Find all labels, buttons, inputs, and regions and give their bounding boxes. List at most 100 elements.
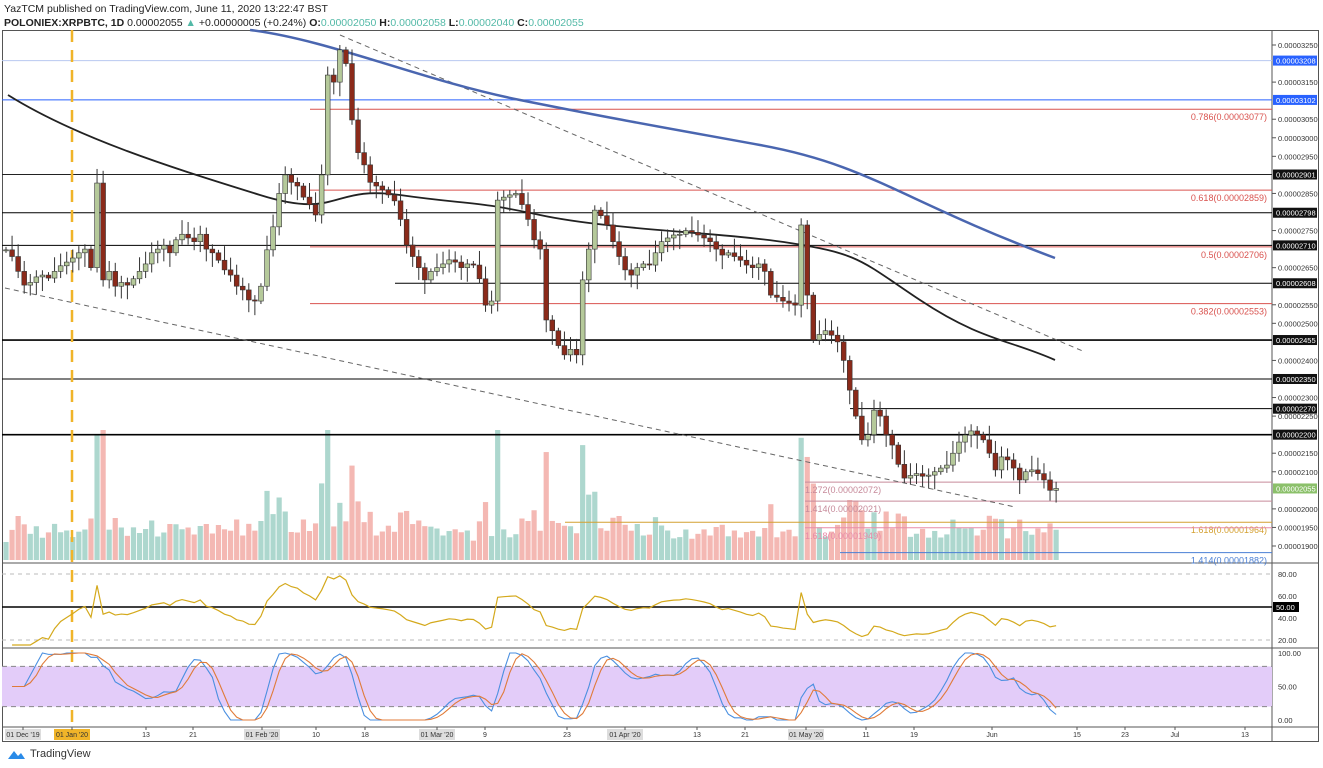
time-label-badge xyxy=(419,729,455,740)
fib-label: 1.618(0.00001964) xyxy=(1191,525,1267,535)
candle-down xyxy=(458,261,464,268)
chart-frame xyxy=(2,30,1319,742)
price-level-label: 0.00002270 xyxy=(1276,405,1316,414)
volume-bar xyxy=(1047,523,1053,560)
volume-bar xyxy=(646,534,653,560)
volume-bar xyxy=(871,512,877,560)
candle-up xyxy=(446,259,452,265)
volume-bar xyxy=(39,537,46,560)
fib-label: 1.414(0.00002021) xyxy=(805,504,881,514)
high-label: H: xyxy=(379,17,391,29)
candle-down xyxy=(762,263,768,272)
candle-up xyxy=(950,452,956,466)
rsi-tick-label: 80.00 xyxy=(1278,570,1297,579)
volume-bar xyxy=(1023,531,1029,560)
volume-bar xyxy=(919,528,926,560)
candle-down xyxy=(1035,469,1041,474)
volume-bar xyxy=(944,534,950,560)
volume-bar xyxy=(501,529,507,560)
candle-down xyxy=(919,473,926,477)
volume-bar xyxy=(288,532,294,560)
ma-200-line xyxy=(249,28,1056,260)
price-level-badge xyxy=(1273,403,1317,414)
candle-down xyxy=(519,193,525,205)
candle-down xyxy=(215,252,222,261)
candle-down xyxy=(9,249,15,257)
volume-bar xyxy=(33,526,39,560)
candle-up xyxy=(640,263,647,268)
candle-up xyxy=(57,265,64,272)
volume-bar xyxy=(725,536,731,560)
candle-down xyxy=(476,264,483,280)
time-tick-label: 01 Dec '19 xyxy=(6,732,39,739)
volume-bar xyxy=(367,511,373,560)
candle-up xyxy=(962,434,968,443)
candle-down xyxy=(610,224,616,242)
volume-bar xyxy=(968,528,974,560)
time-tick-label: 13 xyxy=(1241,732,1249,739)
volume-bar xyxy=(828,531,835,560)
volume-bar xyxy=(319,483,325,560)
time-tick-label: 9 xyxy=(483,732,487,739)
candle-up xyxy=(51,271,58,279)
volume-bar xyxy=(889,528,895,560)
tradingview-logo[interactable]: TradingView xyxy=(6,748,91,760)
candle-down xyxy=(1047,479,1053,491)
volume-bar xyxy=(956,527,962,560)
time-tick-label: 23 xyxy=(563,732,571,739)
volume-bar xyxy=(446,531,452,560)
price-level-label: 0.00002055 xyxy=(1276,484,1316,493)
volume-bar xyxy=(701,529,707,560)
volume-bar xyxy=(555,523,561,560)
candle-down xyxy=(45,274,52,279)
candle-up xyxy=(27,282,33,286)
candle-down xyxy=(349,63,355,121)
volume-bar xyxy=(865,528,871,560)
candle-down xyxy=(409,244,416,257)
time-tick-label: 10 xyxy=(312,732,320,739)
candle-up xyxy=(258,285,264,302)
volume-bar xyxy=(1011,528,1017,560)
volume-bar xyxy=(634,524,640,560)
volume-bar xyxy=(816,527,822,560)
candle-down xyxy=(1041,473,1047,481)
volume-bar xyxy=(349,465,355,560)
volume-bar xyxy=(853,500,859,560)
candle-down xyxy=(403,219,410,246)
volume-bar xyxy=(962,528,968,560)
volume-bar xyxy=(343,521,349,560)
candle-down xyxy=(689,230,695,233)
candle-up xyxy=(282,174,288,194)
candle-up xyxy=(148,252,155,265)
time-tick-label: 11 xyxy=(862,732,869,739)
candle-up xyxy=(155,248,161,254)
volume-bar xyxy=(355,501,361,560)
time-tick-label: 19 xyxy=(910,732,918,739)
volume-bar xyxy=(913,533,920,560)
volume-bar xyxy=(519,518,525,560)
candle-up xyxy=(179,233,185,241)
price-tick-label: 0.00001950 xyxy=(1278,523,1318,532)
candle-up xyxy=(501,196,507,201)
volume-bar xyxy=(1041,532,1047,560)
candle-down xyxy=(847,360,853,391)
volume-bar xyxy=(652,517,659,560)
price-tick-label: 0.00002000 xyxy=(1278,505,1318,514)
volume-bar xyxy=(980,529,986,560)
volume-bar xyxy=(379,531,385,560)
candle-down xyxy=(209,248,216,254)
volume-bar xyxy=(246,523,252,560)
volume-bar xyxy=(161,532,167,560)
fib-label: 1.414(0.00001882) xyxy=(1191,556,1267,566)
time-tick-label: Jul xyxy=(1171,732,1180,739)
volume-bar xyxy=(743,532,750,560)
candle-down xyxy=(1004,456,1011,461)
volume-bar xyxy=(306,531,313,560)
price-tick-label: 0.00002400 xyxy=(1278,356,1318,365)
volume-bar xyxy=(628,530,634,560)
price-level-label: 0.00002901 xyxy=(1276,171,1316,180)
volume-bar xyxy=(1004,538,1011,560)
candle-down xyxy=(877,409,883,417)
volume-bar xyxy=(1017,519,1023,560)
